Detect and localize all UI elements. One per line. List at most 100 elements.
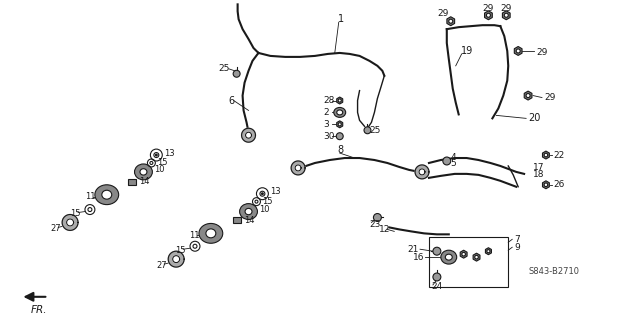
Ellipse shape: [140, 169, 147, 175]
Text: 24: 24: [431, 282, 442, 292]
Ellipse shape: [206, 229, 216, 238]
Bar: [232, 218, 240, 223]
Bar: [429, 237, 508, 287]
Circle shape: [544, 153, 548, 157]
Ellipse shape: [95, 185, 119, 204]
Text: 4: 4: [451, 153, 456, 162]
Circle shape: [433, 273, 441, 281]
Polygon shape: [447, 17, 455, 26]
Polygon shape: [543, 151, 549, 159]
Text: 9: 9: [514, 243, 520, 252]
Ellipse shape: [199, 223, 222, 243]
Circle shape: [155, 154, 158, 156]
Polygon shape: [337, 121, 343, 128]
Circle shape: [462, 252, 465, 256]
Polygon shape: [524, 91, 532, 100]
Polygon shape: [337, 97, 343, 104]
Polygon shape: [543, 181, 549, 189]
Text: 20: 20: [528, 113, 541, 124]
Text: 14: 14: [245, 216, 255, 225]
Ellipse shape: [240, 204, 258, 220]
Text: 6: 6: [229, 96, 235, 106]
Text: 3: 3: [323, 120, 329, 129]
Text: 1: 1: [338, 14, 344, 24]
Text: 22: 22: [554, 150, 565, 160]
Text: 2: 2: [323, 108, 329, 117]
Text: 29: 29: [437, 9, 449, 18]
Text: 19: 19: [460, 46, 473, 56]
Circle shape: [544, 183, 548, 187]
Circle shape: [443, 157, 451, 165]
Text: 23: 23: [370, 220, 381, 229]
Circle shape: [504, 13, 508, 17]
Text: 29: 29: [483, 4, 494, 13]
Polygon shape: [291, 161, 305, 175]
Polygon shape: [168, 251, 184, 267]
Ellipse shape: [337, 110, 343, 115]
Polygon shape: [514, 46, 522, 55]
Text: 21: 21: [408, 245, 419, 254]
Text: 29: 29: [536, 48, 548, 57]
Circle shape: [487, 250, 490, 253]
Text: 25: 25: [219, 64, 230, 73]
Circle shape: [516, 49, 520, 53]
Polygon shape: [485, 248, 491, 255]
Circle shape: [233, 70, 240, 77]
Circle shape: [338, 99, 341, 102]
Circle shape: [336, 133, 343, 140]
Circle shape: [475, 255, 478, 259]
Text: 18: 18: [533, 170, 544, 180]
Ellipse shape: [446, 254, 452, 260]
Text: 11: 11: [189, 231, 200, 240]
Polygon shape: [502, 11, 510, 20]
Text: S843-B2710: S843-B2710: [528, 267, 579, 276]
Polygon shape: [419, 169, 425, 175]
Text: 28: 28: [323, 96, 334, 105]
Circle shape: [338, 123, 341, 126]
Text: 10: 10: [260, 205, 270, 214]
Polygon shape: [415, 165, 429, 179]
Polygon shape: [67, 219, 74, 226]
Polygon shape: [485, 11, 493, 20]
Polygon shape: [473, 253, 480, 261]
Text: 5: 5: [451, 159, 457, 168]
Ellipse shape: [441, 250, 457, 264]
Circle shape: [261, 192, 264, 195]
Text: 11: 11: [85, 192, 95, 201]
Text: 17: 17: [533, 164, 544, 172]
Circle shape: [433, 247, 441, 255]
Text: 12: 12: [379, 225, 391, 234]
Polygon shape: [245, 132, 252, 138]
Text: 15: 15: [70, 209, 80, 218]
Text: 15: 15: [263, 197, 273, 206]
Text: 7: 7: [514, 235, 520, 244]
Text: 29: 29: [501, 4, 512, 13]
Text: 15: 15: [158, 158, 168, 167]
Circle shape: [364, 127, 371, 134]
Polygon shape: [460, 250, 467, 258]
Text: 30: 30: [323, 132, 334, 141]
Polygon shape: [62, 214, 78, 230]
Circle shape: [486, 13, 491, 17]
Text: 14: 14: [140, 177, 150, 186]
Ellipse shape: [334, 108, 345, 117]
Text: 26: 26: [554, 180, 565, 189]
Text: 27: 27: [50, 224, 61, 233]
Ellipse shape: [245, 208, 252, 215]
Text: 27: 27: [156, 260, 167, 269]
Circle shape: [526, 93, 530, 98]
Text: 29: 29: [544, 93, 556, 102]
Polygon shape: [242, 128, 255, 142]
Ellipse shape: [135, 164, 153, 180]
Text: 8: 8: [338, 145, 344, 155]
Polygon shape: [295, 165, 301, 171]
Text: 13: 13: [270, 187, 281, 196]
Circle shape: [449, 19, 453, 23]
Polygon shape: [172, 256, 180, 263]
Text: 16: 16: [412, 253, 424, 262]
Text: 10: 10: [154, 165, 165, 174]
Text: 25: 25: [370, 126, 381, 135]
Text: 15: 15: [175, 246, 185, 255]
Text: 13: 13: [164, 148, 175, 157]
Bar: [127, 179, 135, 185]
